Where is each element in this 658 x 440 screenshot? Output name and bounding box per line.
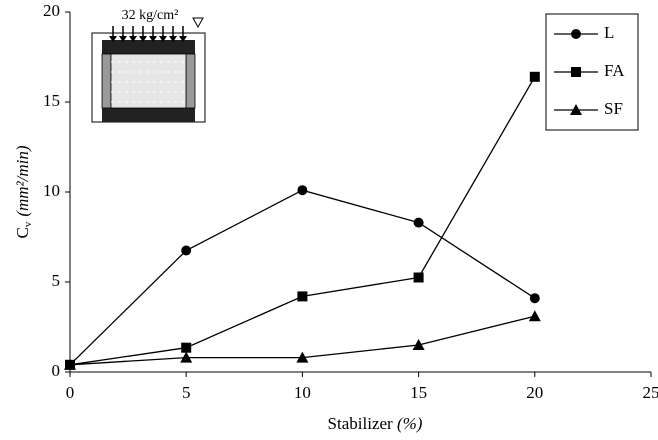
x-tick-label: 25 — [643, 383, 658, 402]
y-axis-label: Cv (mm²/min) — [13, 145, 34, 238]
marker — [571, 67, 581, 77]
marker — [181, 245, 192, 256]
legend-label: FA — [604, 61, 625, 80]
marker — [570, 104, 582, 115]
y-tick-label: 10 — [43, 181, 60, 200]
marker — [571, 29, 581, 39]
marker — [297, 185, 308, 196]
marker — [528, 310, 541, 322]
x-tick-label: 0 — [66, 383, 75, 402]
marker — [412, 339, 425, 350]
legend-label: SF — [604, 99, 623, 118]
x-tick-label: 10 — [294, 383, 311, 402]
marker — [529, 71, 540, 82]
annotation: 32 kg/cm² — [122, 8, 179, 23]
x-axis-label: Stabilizer (%) — [328, 414, 423, 433]
marker — [296, 351, 309, 363]
series-line — [69, 189, 536, 366]
marker — [181, 342, 192, 353]
x-tick-label: 15 — [410, 383, 427, 402]
marker — [180, 351, 193, 363]
y-label-main: C — [13, 227, 32, 238]
x-label-text: Stabilizer — [328, 414, 393, 433]
marker — [413, 272, 424, 283]
marker — [413, 217, 424, 228]
marker — [529, 293, 540, 304]
y-label-sub: v — [22, 221, 34, 227]
y-tick-label: 0 — [52, 361, 61, 380]
y-tick-label: 20 — [43, 1, 60, 20]
y-tick-label: 5 — [52, 271, 61, 290]
y-label-unit: (mm²/min) — [13, 145, 32, 217]
legend-label: L — [604, 23, 614, 42]
marker — [297, 291, 308, 302]
marker — [64, 358, 76, 370]
x-tick-label: 20 — [526, 383, 543, 402]
x-label-unit: (%) — [397, 414, 423, 433]
x-tick-label: 5 — [182, 383, 191, 402]
y-tick-label: 15 — [43, 91, 60, 110]
inset-diagram: 32 kg/cm² — [91, 8, 206, 123]
